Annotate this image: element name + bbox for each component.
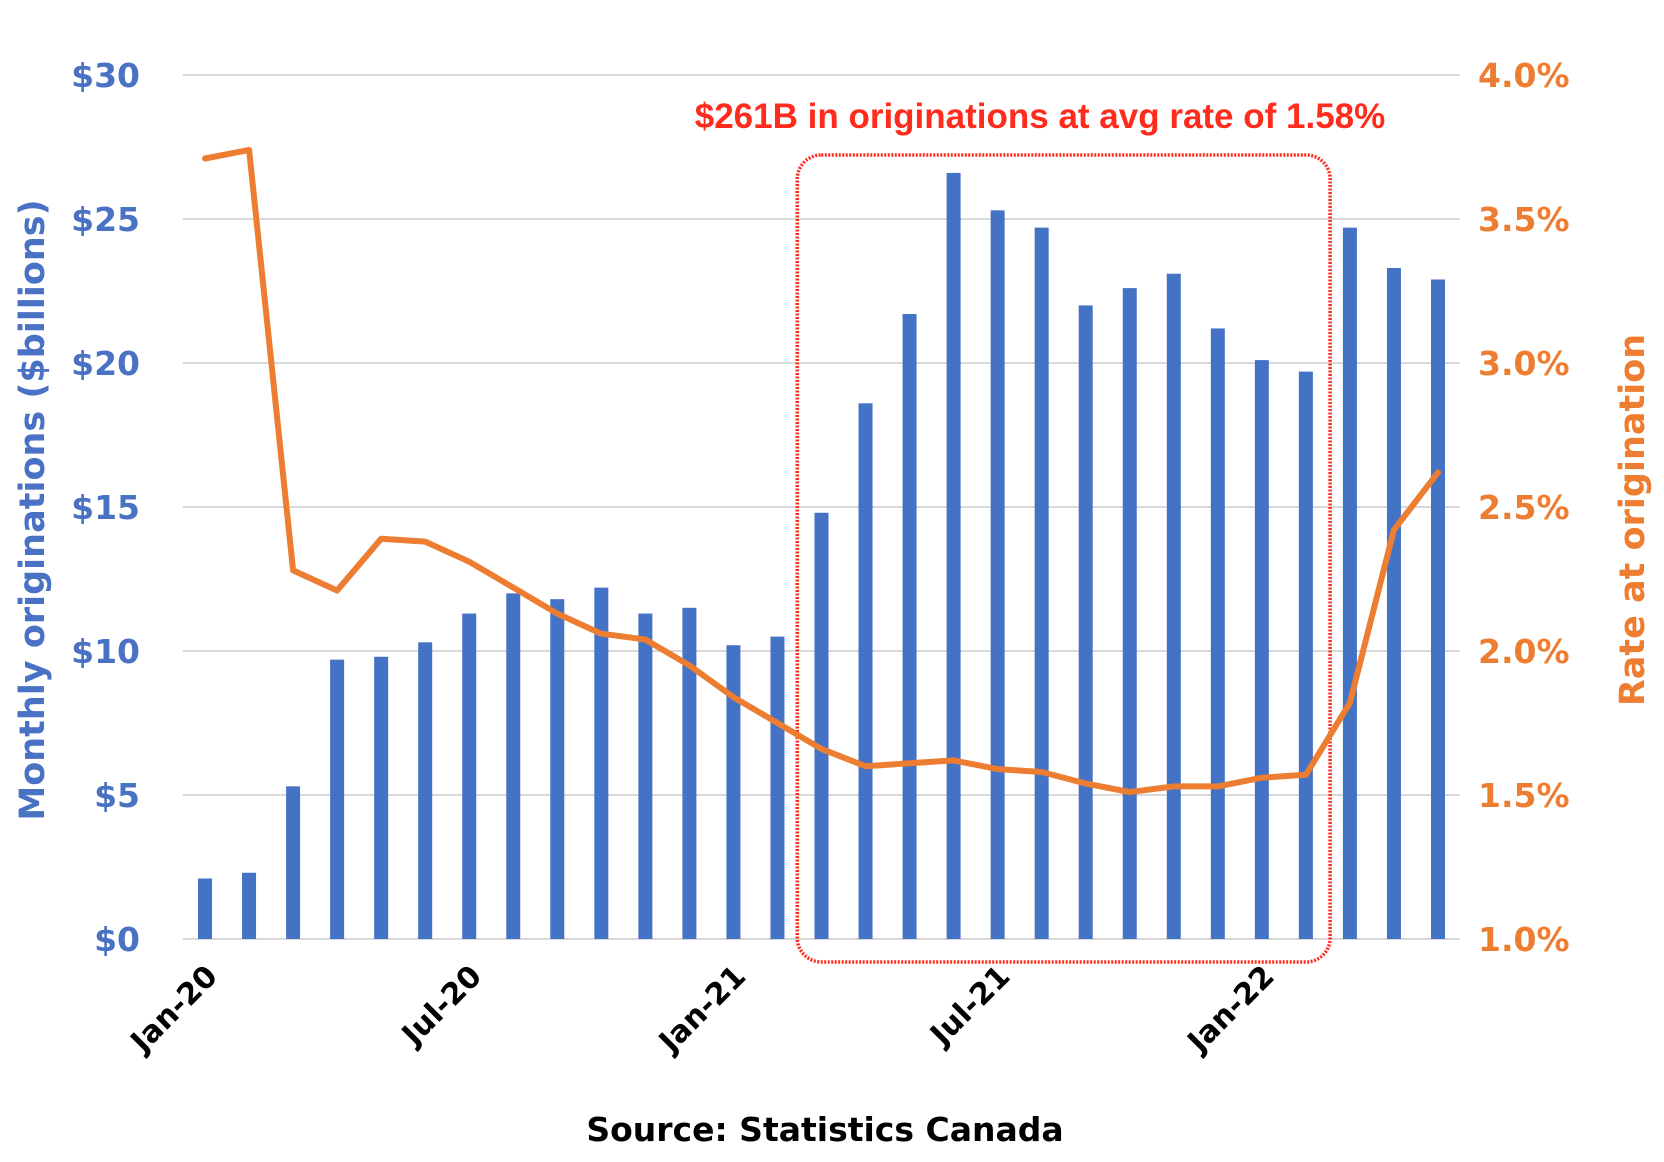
right-tick-label: 3.0% [1478, 344, 1570, 383]
annotation-text: $261B in originations at avg rate of 1.5… [695, 97, 1386, 136]
bar [374, 656, 389, 939]
bar [1298, 371, 1313, 939]
bar [858, 403, 873, 939]
bar [1386, 267, 1401, 940]
bar [462, 613, 477, 939]
bar [814, 512, 829, 939]
bar [418, 642, 433, 939]
bar [286, 786, 301, 939]
left-axis-ticks: $0 $5 $10 $15 $20 $25 $30 [71, 56, 140, 959]
bar [682, 607, 697, 939]
bar [550, 599, 565, 939]
right-tick-label: 2.5% [1478, 488, 1570, 527]
bar [594, 587, 609, 939]
bar [198, 878, 213, 939]
x-tick-label: Jan-22 [1180, 959, 1282, 1061]
highlight-box [795, 153, 1332, 964]
x-axis-ticks: Jan-20 Jul-20 Jan-21 Jul-21 Jan-22 [123, 959, 1282, 1061]
bar [770, 636, 785, 939]
bar [506, 593, 521, 939]
left-tick-label: $0 [94, 920, 140, 959]
bar [1254, 360, 1269, 939]
left-tick-label: $25 [71, 200, 140, 239]
bar [638, 613, 653, 939]
right-tick-label: 1.5% [1478, 776, 1570, 815]
bar [1210, 328, 1225, 939]
x-tick-label: Jan-21 [651, 959, 753, 1061]
x-tick-label: Jul-21 [923, 959, 1018, 1054]
x-tick-label: Jan-20 [123, 959, 225, 1061]
bar [1430, 279, 1445, 940]
bar [330, 659, 345, 939]
right-tick-label: 2.0% [1478, 632, 1570, 671]
bar [1034, 227, 1049, 939]
bar-series [198, 172, 1445, 940]
right-tick-label: 1.0% [1478, 920, 1570, 959]
right-tick-label: 4.0% [1478, 56, 1570, 95]
left-tick-label: $15 [71, 488, 140, 527]
bar [990, 210, 1005, 940]
right-tick-label: 3.5% [1478, 200, 1570, 239]
bar [242, 872, 257, 939]
right-axis-label: Rate at origination [1613, 334, 1653, 706]
bar [1078, 305, 1093, 939]
rate-line [202, 146, 1441, 796]
bar [1166, 273, 1181, 940]
left-tick-label: $20 [71, 344, 140, 383]
bar [902, 314, 917, 939]
bar [946, 172, 961, 940]
bar [726, 645, 741, 939]
left-axis-label: Monthly originations ($billions) [13, 199, 53, 820]
bar [1342, 227, 1357, 939]
source-text: Source: Statistics Canada [586, 1110, 1063, 1149]
left-tick-label: $10 [71, 632, 140, 671]
left-tick-label: $5 [94, 776, 140, 815]
right-axis-ticks: 1.0% 1.5% 2.0% 2.5% 3.0% 3.5% 4.0% [1478, 56, 1570, 959]
bar [1122, 288, 1137, 939]
x-tick-label: Jul-20 [394, 959, 489, 1054]
left-tick-label: $30 [71, 56, 140, 95]
